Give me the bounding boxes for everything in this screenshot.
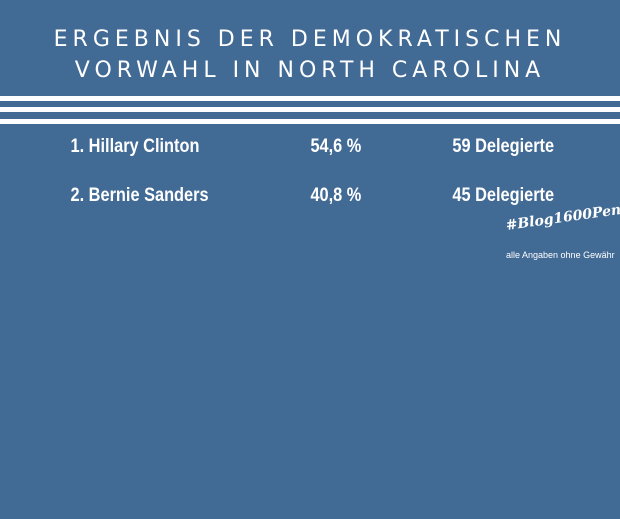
divider-stripe-2 — [0, 107, 620, 112]
delegate-count: 59 Delegierte — [452, 136, 555, 157]
vote-percent: 54,6 % — [310, 136, 362, 157]
title-line-2: Vorwahl in North Carolina — [74, 58, 546, 83]
delegate-count: 45 Delegierte — [452, 185, 555, 206]
candidate-name: 1. Hillary Clinton — [70, 136, 200, 157]
disclaimer-text: alle Angaben ohne Gewähr — [506, 250, 615, 260]
result-row: 2. Bernie Sanders 40,8 % 45 Delegierte — [0, 185, 555, 215]
page-title: Ergebnis der demokratischen Vorwahl in N… — [0, 24, 620, 86]
result-row: 1. Hillary Clinton 54,6 % 59 Delegierte — [0, 136, 555, 166]
divider-stripe-1 — [0, 96, 620, 101]
candidate-name: 2. Bernie Sanders — [70, 185, 209, 206]
vote-percent: 40,8 % — [310, 185, 362, 206]
divider-stripe-3 — [0, 119, 620, 124]
title-line-1: Ergebnis der demokratischen — [53, 27, 567, 52]
